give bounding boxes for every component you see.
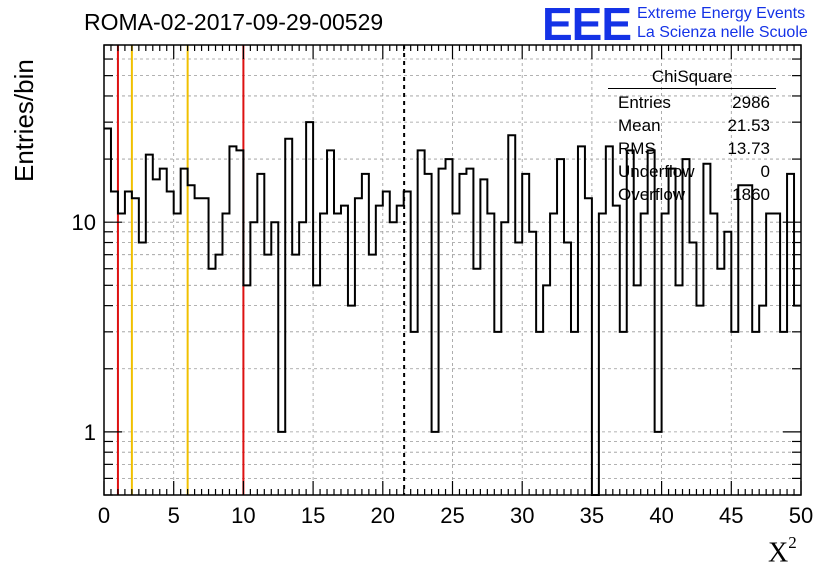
logo-caption: Extreme Energy Events La Scienza nelle S…	[637, 4, 808, 42]
tick-label-layer: 0 5 10 15 20 25 30 35 40 45 50 1 10	[72, 210, 814, 528]
stat-label: Overflow	[618, 185, 686, 204]
stat-label: Entries	[618, 93, 671, 112]
y-tick-label: 10	[72, 210, 96, 235]
y-tick-label: 1	[84, 420, 96, 445]
logo-caption-line2: La Scienza nelle Scuole	[637, 24, 808, 41]
stat-value: 0	[760, 162, 770, 181]
stat-row-underflow: Underflow 0	[608, 160, 776, 183]
stat-row-rms: RMS 13.73	[608, 137, 776, 160]
x-tick-label: 5	[168, 503, 180, 528]
y-axis-label: Entries/bin	[9, 59, 39, 182]
stats-box: ChiSquare Entries 2986 Mean 21.53 RMS 13.73…	[608, 66, 776, 206]
x-tick-label: 35	[580, 503, 604, 528]
x-tick-label: 0	[98, 503, 110, 528]
stat-label: Underflow	[618, 162, 695, 181]
vertical-marker-layer	[116, 45, 406, 495]
x-tick-label: 20	[371, 503, 395, 528]
x-axis-label: X2	[768, 533, 797, 569]
stat-value: 2986	[732, 93, 770, 112]
stat-row-overflow: Overflow 1860	[608, 183, 776, 206]
x-axis-label-superscript: 2	[788, 533, 797, 552]
stat-label: Mean	[618, 116, 661, 135]
stat-value: 21.53	[727, 116, 770, 135]
stat-value: 13.73	[727, 139, 770, 158]
stat-label: RMS	[618, 139, 656, 158]
x-tick-label: 50	[789, 503, 813, 528]
stat-value: 1860	[732, 185, 770, 204]
x-tick-label: 30	[510, 503, 534, 528]
stat-row-mean: Mean 21.53	[608, 114, 776, 137]
chart-title: ROMA-02-2017-09-29-00529	[84, 9, 384, 35]
histogram-step-line	[104, 121, 801, 496]
x-tick-label: 15	[301, 503, 325, 528]
grid-layer	[104, 45, 801, 495]
x-tick-label: 10	[231, 503, 255, 528]
logo-caption-line1: Extreme Energy Events	[637, 5, 806, 22]
x-tick-label: 45	[719, 503, 743, 528]
x-axis-label-text: X	[768, 537, 789, 569]
x-tick-label: 25	[440, 503, 464, 528]
eee-logo: EEE	[542, 0, 632, 50]
tick-layer	[103, 44, 802, 496]
stats-title: ChiSquare	[608, 66, 776, 89]
stat-row-entries: Entries 2986	[608, 91, 776, 114]
histogram-layer	[104, 121, 801, 496]
x-tick-label: 40	[649, 503, 673, 528]
